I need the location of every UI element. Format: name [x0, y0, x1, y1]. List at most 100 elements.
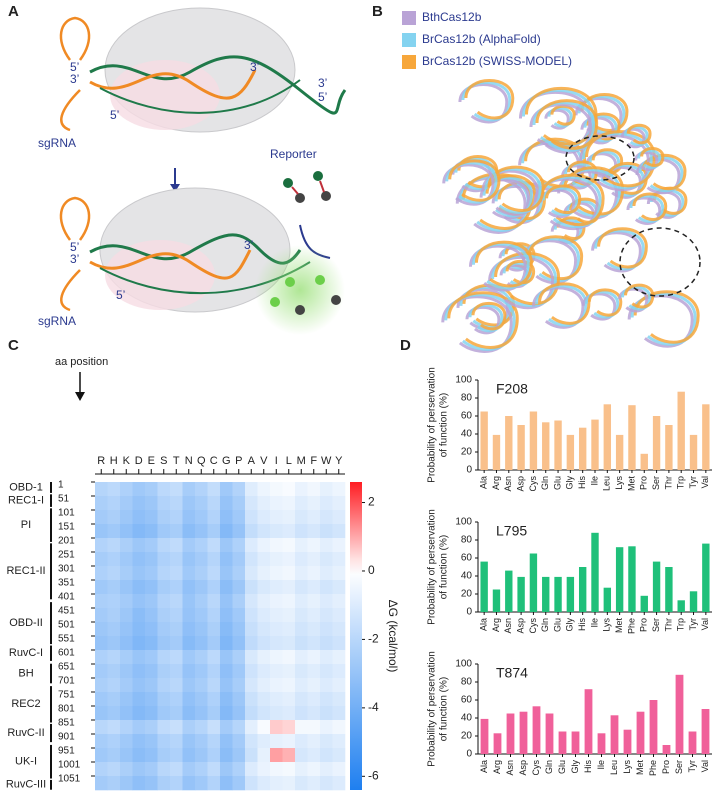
heatmap-cell — [245, 776, 258, 791]
heatmap-cell — [332, 510, 346, 525]
heatmap-cell — [207, 482, 221, 497]
heatmap-cell — [95, 594, 108, 609]
ribbon — [632, 192, 668, 221]
panel-label: C — [8, 337, 19, 354]
heatmap-cell — [307, 650, 321, 665]
x-tick-label: Tyr — [687, 760, 697, 773]
x-tick-label: Ser — [651, 618, 661, 632]
heatmap-cell — [195, 762, 208, 777]
y-axis-title: of function (%) — [439, 535, 450, 599]
x-tick-label: Cys — [531, 760, 541, 776]
x-tick-label: Val — [700, 760, 710, 772]
heatmap-cell — [270, 748, 283, 763]
heatmap-cell — [195, 692, 208, 707]
heatmap-cell — [132, 776, 146, 791]
colorbar-tick-label: 0 — [368, 563, 375, 577]
bar — [566, 434, 575, 470]
heatmap-cell — [107, 650, 121, 665]
heatmap-cell — [257, 664, 271, 679]
heatmap-cell — [107, 734, 121, 749]
bar — [636, 711, 645, 754]
heatmap-cell — [195, 664, 208, 679]
heatmap-cell — [145, 538, 158, 553]
heatmap-cell — [295, 762, 308, 777]
heatmap-cell — [270, 496, 283, 511]
heatmap-cell — [220, 538, 233, 553]
heatmap-cell — [107, 594, 121, 609]
x-tick-label: Arg — [492, 760, 502, 774]
heatmap-cell — [307, 622, 321, 637]
heatmap-cell — [320, 650, 333, 665]
heatmap-cell — [282, 552, 296, 567]
heatmap-cell — [182, 510, 196, 525]
heatmap-cell — [195, 678, 208, 693]
heatmap-cell — [170, 538, 183, 553]
heatmap-cell — [182, 748, 196, 763]
protein-domain — [110, 60, 220, 130]
ribbon — [494, 251, 561, 306]
heatmap-cell — [232, 566, 246, 581]
bar — [603, 404, 612, 470]
heatmap-cell — [220, 510, 233, 525]
heatmap-cell — [107, 608, 121, 623]
heatmap-cell — [145, 482, 158, 497]
heatmap-cell — [295, 608, 308, 623]
heatmap-cell — [295, 496, 308, 511]
y-tick-label: 451 — [58, 606, 75, 617]
reporter-bead — [321, 191, 331, 201]
heatmap-cell — [270, 510, 283, 525]
heatmap-cell — [282, 706, 296, 721]
column-label: S — [160, 455, 167, 467]
x-tick-label: Met — [614, 618, 624, 634]
heatmap-cell — [145, 664, 158, 679]
heatmap-cell — [295, 636, 308, 651]
heatmap-cell — [132, 748, 146, 763]
heatmap-cell — [95, 678, 108, 693]
heatmap-cell — [182, 776, 196, 791]
chart-title: T874 — [496, 665, 528, 681]
heatmap-cell — [332, 524, 346, 539]
colorbar-tick-label: -6 — [368, 768, 379, 782]
heatmap-cell — [170, 524, 183, 539]
heatmap-cell — [295, 692, 308, 707]
y-tick-label: 60 — [461, 695, 473, 706]
x-tick-label: Asn — [503, 618, 513, 634]
x-tick-label: Phe — [648, 760, 658, 776]
column-label: F — [310, 455, 317, 467]
ribbon — [448, 159, 501, 202]
column-label: E — [148, 455, 155, 467]
heatmap-cell — [132, 510, 146, 525]
heatmap-cell — [320, 776, 333, 791]
heatmap-cell — [245, 762, 258, 777]
x-tick-label: Phe — [626, 618, 636, 634]
column-label: T — [173, 455, 180, 467]
heatmap-cell — [245, 482, 258, 497]
bar — [702, 404, 710, 470]
x-tick-label: Leu — [602, 476, 612, 491]
heatmap-cell — [107, 566, 121, 581]
heatmap-cell — [107, 636, 121, 651]
colorbar-tick-label: -2 — [368, 632, 379, 646]
heatmap-cell — [120, 566, 133, 581]
heatmap-cell — [282, 776, 296, 791]
heatmap-cell — [257, 482, 271, 497]
bar — [677, 391, 685, 470]
heatmap-cell — [170, 552, 183, 567]
heatmap-cell — [307, 594, 321, 609]
strand-label: 3’ — [70, 252, 79, 266]
heatmap-cell — [270, 734, 283, 749]
heatmap-cell — [195, 650, 208, 665]
heatmap-cell — [232, 720, 246, 735]
panel-label: B — [372, 3, 383, 20]
heatmap-cell — [207, 706, 221, 721]
bar — [480, 718, 489, 754]
y-tick-label: 0 — [466, 607, 472, 618]
y-tick-label: 701 — [58, 676, 75, 687]
heatmap-cell — [132, 636, 146, 651]
heatmap-cell — [207, 538, 221, 553]
heatmap-cell — [120, 510, 133, 525]
reporter-bead — [295, 193, 305, 203]
column-label: D — [135, 455, 143, 467]
heatmap-cell — [245, 748, 258, 763]
heatmap-cell — [170, 608, 183, 623]
